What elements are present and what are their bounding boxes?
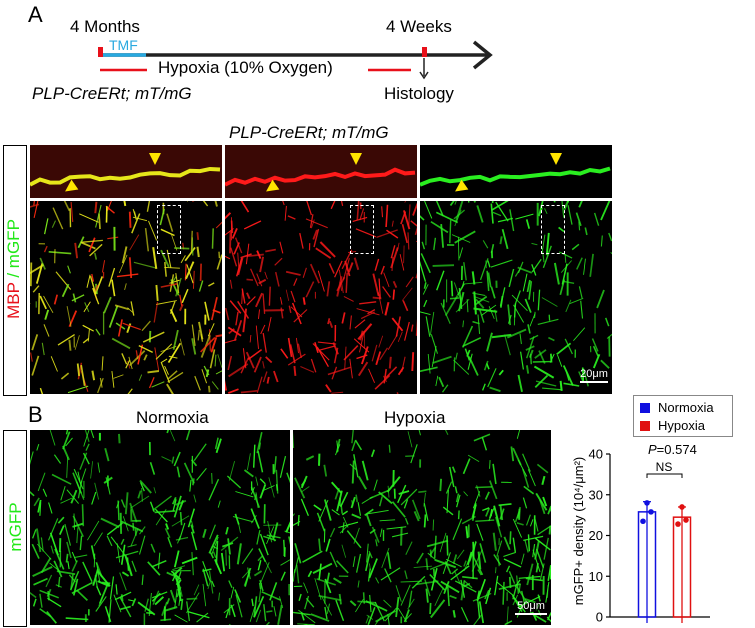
scalebar-a: 20μm xyxy=(580,368,608,383)
scalebar-b: 50μm xyxy=(515,600,547,615)
micrograph-mbp xyxy=(225,201,417,394)
inset-region-box xyxy=(541,205,565,254)
y-tick-label: 40 xyxy=(589,447,603,462)
legend-swatch-normoxia xyxy=(640,403,650,413)
channel-label: MBP / mGFP xyxy=(4,204,24,334)
bar-chart: mGFP+ density (10⁴/μm²) 0 10 20 30 40 P=0.57… xyxy=(571,442,710,625)
legend-label-normoxia: Normoxia xyxy=(658,400,714,415)
data-point xyxy=(644,500,650,506)
mgfp-label: mGFP xyxy=(4,219,23,269)
y-axis: 0 10 20 30 40 xyxy=(589,447,710,625)
y-tick-label: 0 xyxy=(596,610,603,625)
timeline-start-label: 4 Months xyxy=(70,17,140,36)
significance-bracket xyxy=(646,473,683,478)
data-point xyxy=(683,517,689,523)
inset-region-box xyxy=(350,205,374,254)
micrograph-normoxia xyxy=(30,430,290,625)
arrowhead-icon xyxy=(550,153,562,165)
micrograph-hypoxia: 50μm xyxy=(293,430,551,625)
col-label-normoxia: Normoxia xyxy=(136,408,209,427)
ns-label: NS xyxy=(656,460,673,474)
legend-label-hypoxia: Hypoxia xyxy=(658,418,705,433)
timeline-diagram: 4 Months 4 Weeks TMF Hypoxia (10% Oxygen… xyxy=(0,0,520,110)
histology-label: Histology xyxy=(384,84,454,103)
micrograph-mgfp: 20μm xyxy=(420,201,612,394)
inset-mgfp xyxy=(420,145,612,198)
inset-mbp xyxy=(225,145,417,198)
significance-annotation: P=0.574 NS xyxy=(646,442,697,478)
legend-swatch-hypoxia xyxy=(640,421,650,431)
p-value-label: P=0.574 xyxy=(648,442,697,457)
arrowhead-icon xyxy=(350,153,362,165)
y-tick-label: 10 xyxy=(589,569,603,584)
bars xyxy=(637,500,692,623)
data-point xyxy=(640,518,646,525)
data-point xyxy=(679,504,685,510)
genotype-label: PLP-CreERt; mT/mG xyxy=(32,84,192,103)
panel-b-letter: B xyxy=(28,402,43,427)
timeline-end-label: 4 Weeks xyxy=(386,17,452,36)
timeline-arrow xyxy=(98,40,493,80)
data-point xyxy=(675,521,681,527)
y-tick-label: 30 xyxy=(589,487,603,502)
arrowhead-icon xyxy=(149,153,161,165)
image-title: PLP-CreERt; mT/mG xyxy=(229,123,389,142)
tmf-label: TMF xyxy=(109,37,138,53)
inset-region-box xyxy=(157,205,181,254)
mgfp-label-b: mGFP xyxy=(6,502,25,552)
label-separator: / xyxy=(4,268,23,283)
panel-a-letter: A xyxy=(28,2,43,27)
channel-label-box: MBP / mGFP xyxy=(3,145,27,396)
scalebar-b-label: 50μm xyxy=(517,600,545,612)
legend: Normoxia Hypoxia xyxy=(633,395,733,437)
inset-merge xyxy=(30,145,222,198)
col-label-hypoxia: Hypoxia xyxy=(384,408,446,427)
channel-label-box-b: mGFP xyxy=(3,430,27,627)
scalebar-a-label: 20μm xyxy=(580,368,608,380)
data-point xyxy=(648,509,654,515)
legend-item-normoxia: Normoxia xyxy=(640,400,714,415)
y-axis-label: mGFP+ density (10⁴/μm²) xyxy=(571,457,586,606)
mbp-label: MBP xyxy=(4,282,23,319)
legend-item-hypoxia: Hypoxia xyxy=(640,418,705,433)
micrograph-merge xyxy=(30,201,222,394)
hypoxia-label: Hypoxia (10% Oxygen) xyxy=(158,58,333,77)
y-tick-label: 20 xyxy=(589,528,603,543)
